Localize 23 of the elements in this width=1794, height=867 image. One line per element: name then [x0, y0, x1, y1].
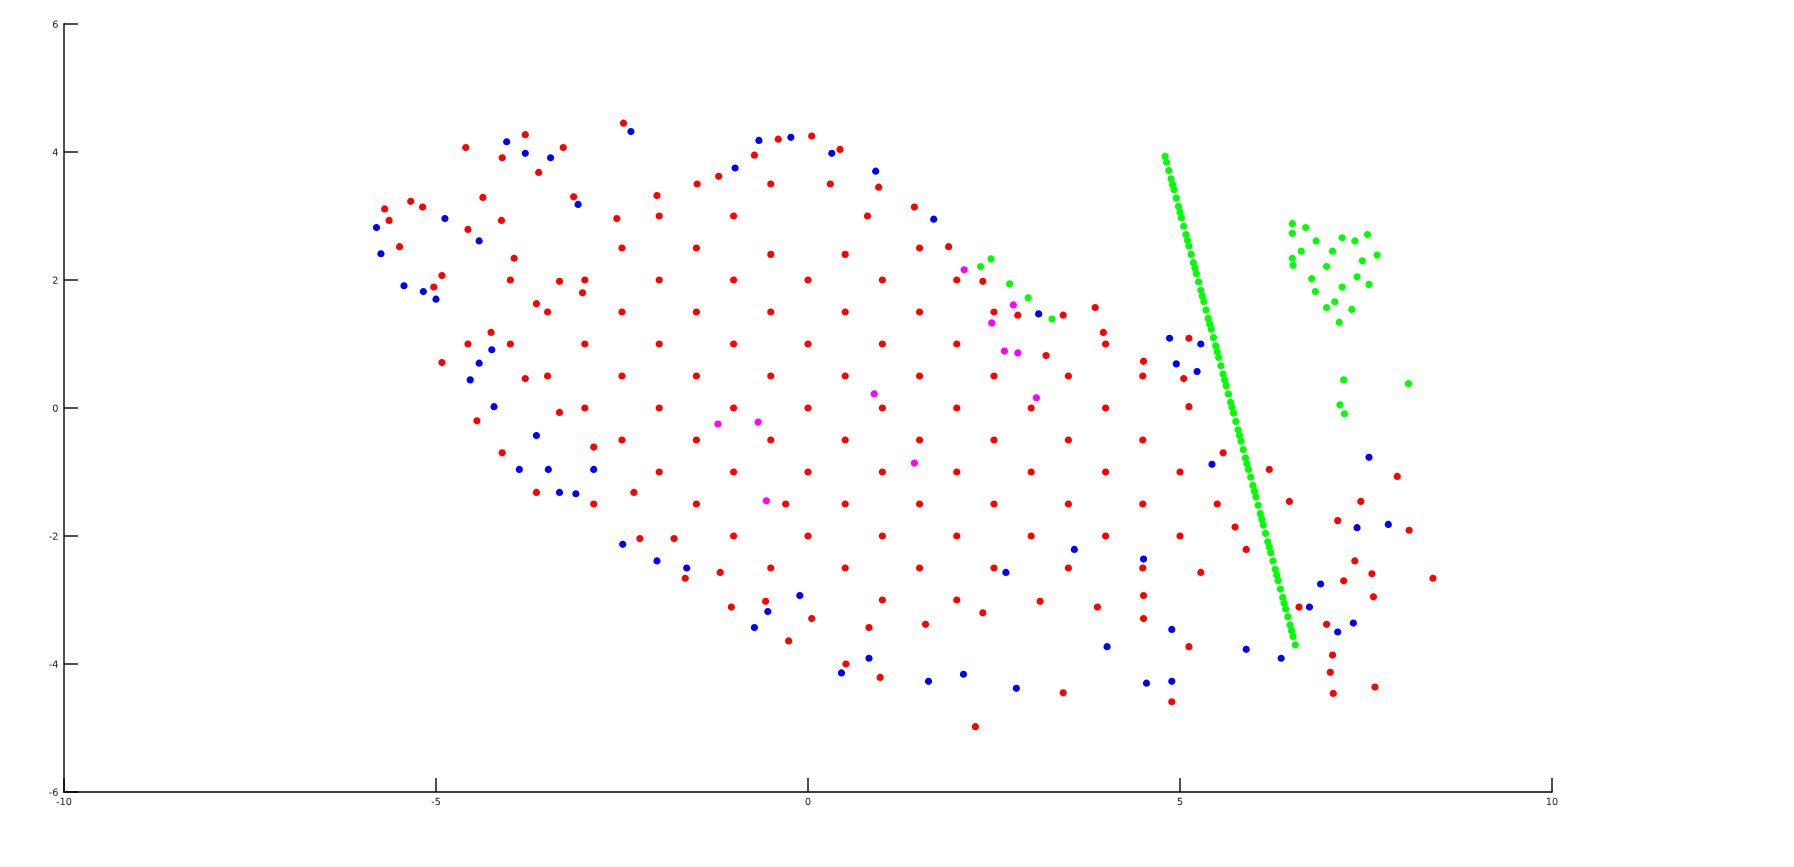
point — [1032, 394, 1041, 402]
point — [762, 497, 770, 505]
x-tick-label: -10 — [56, 797, 72, 806]
point — [1009, 301, 1017, 309]
x-tick-label: 0 — [805, 797, 811, 806]
point — [870, 390, 878, 398]
point — [960, 266, 968, 274]
y-tick-label: -6 — [49, 788, 58, 796]
x-tick-label: -5 — [431, 797, 440, 806]
point — [1014, 349, 1022, 357]
point — [910, 459, 918, 467]
y-tick-label: 6 — [52, 20, 58, 28]
point — [1000, 347, 1009, 355]
point — [754, 418, 762, 426]
point — [988, 319, 996, 327]
y-tick-label: -4 — [49, 660, 58, 668]
point — [714, 420, 722, 428]
y-tick-label: 2 — [52, 276, 58, 284]
y-tick-label: -2 — [49, 532, 58, 540]
y-tick-label: 4 — [52, 148, 58, 156]
x-tick-label: 10 — [1546, 797, 1558, 806]
y-tick-label: 0 — [52, 404, 58, 412]
x-tick-label: 5 — [1177, 797, 1183, 806]
